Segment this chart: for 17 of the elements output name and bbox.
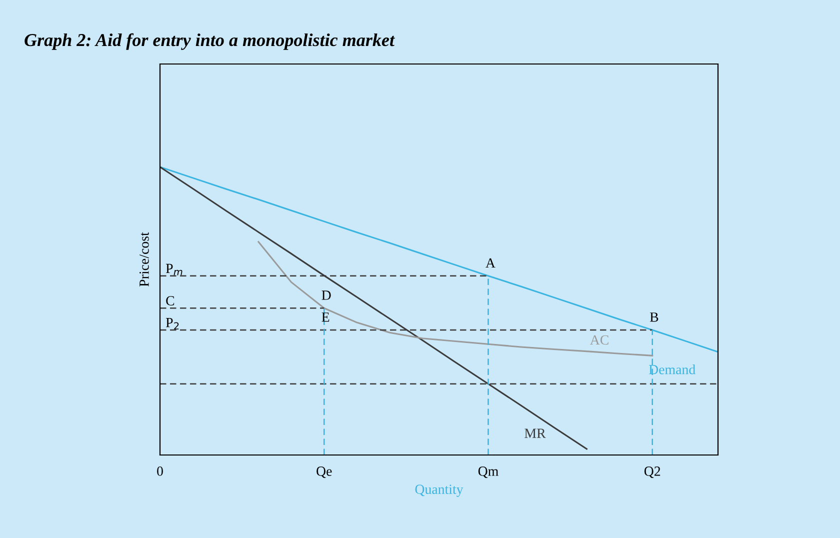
series-label: AC <box>590 335 608 345</box>
annotation: A <box>486 258 496 268</box>
chart-title: Graph 2: Aid for entry into a monopolistic market <box>24 33 395 50</box>
y-axis-title: Price/cost <box>140 232 149 286</box>
annotation: D <box>322 290 331 300</box>
x-tick-label: Qm <box>478 466 498 478</box>
annotation: C <box>166 296 174 306</box>
annotation: P$_{2}$ <box>166 318 179 330</box>
series-label: MR <box>524 428 546 438</box>
annotation: B <box>650 312 658 322</box>
x-tick-label: Q2 <box>644 466 660 478</box>
x-axis-title: Quantity <box>415 484 464 497</box>
x-tick-label: Qe <box>316 466 332 478</box>
series-label: Demand <box>648 364 696 374</box>
x-tick-label: 0 <box>157 466 163 476</box>
annotation: E <box>322 312 330 322</box>
annotation: P$_{m}$ <box>166 264 182 276</box>
